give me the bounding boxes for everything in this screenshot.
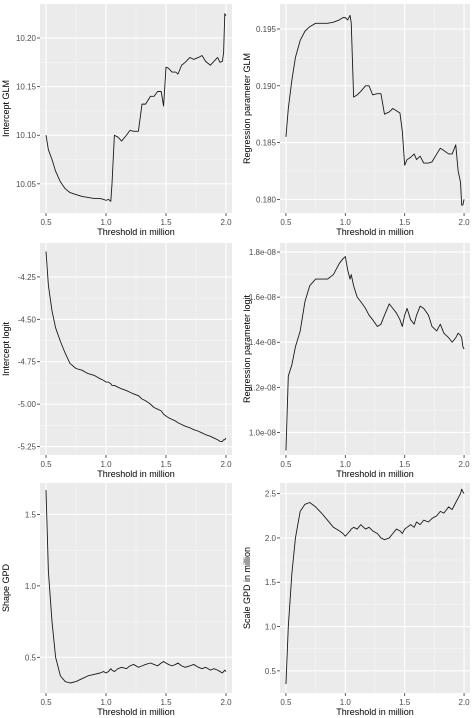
x-tick-label: 2.0 — [459, 698, 471, 707]
x-tick-label: 2.0 — [220, 698, 232, 707]
x-tick-label: 1.0 — [100, 460, 112, 469]
y-tick-label: 10.05 — [16, 180, 37, 189]
x-tick-label: 2.0 — [220, 218, 232, 227]
x-tick-label: 0.5 — [280, 218, 292, 227]
series-line — [285, 488, 465, 685]
x-tick-label: 1.0 — [340, 698, 352, 707]
y-tick-label: 10.20 — [16, 34, 37, 43]
x-tick-label: 2.0 — [459, 460, 471, 469]
y-axis-label: Scale GPD in million — [242, 547, 252, 629]
x-tick-label: 1.5 — [160, 698, 172, 707]
chart-panel-2: 0.5 1.0 1.5 2.0 0.180 0.185 0.190 0.195 Threshol… — [242, 4, 470, 237]
series-line — [45, 490, 227, 684]
y-axis-label: Regression parameter GLM — [242, 53, 252, 164]
y-tick-label: -4.50 — [18, 315, 37, 324]
y-tick-label: -5.25 — [18, 443, 37, 452]
y-axis-label: Shape GPD — [1, 563, 11, 612]
y-tick-label: 1.5 — [265, 578, 277, 587]
y-tick-label: 2.0 — [265, 534, 277, 543]
y-tick-label: 0.5 — [25, 653, 37, 662]
series-line — [285, 14, 465, 206]
y-tick-label: 10.10 — [16, 131, 37, 140]
x-tick-label: 2.0 — [459, 218, 471, 227]
x-tick-label: 1.5 — [160, 460, 172, 469]
y-axis-label: Intercept GLM — [1, 80, 11, 137]
y-tick-label: 1.8e-08 — [249, 248, 277, 257]
chart-panel-6: 0.5 1.0 1.5 2.0 0.5 1.0 1.5 2.0 2.5 Threshold in … — [242, 483, 470, 717]
chart-panel-3: 0.5 1.0 1.5 2.0 -5.25 -5.00 -4.75 -4.50 -4.25 Thr… — [1, 243, 232, 479]
y-tick-label: 1.4e-08 — [249, 338, 277, 347]
x-tick-label: 1.5 — [399, 698, 411, 707]
y-tick-label: 1.2e-08 — [249, 383, 277, 392]
y-tick-label: 0.5 — [265, 667, 277, 676]
series-line — [45, 13, 227, 202]
x-tick-label: 1.5 — [160, 218, 172, 227]
y-tick-label: 1.0 — [265, 623, 277, 632]
y-tick-label: 0.190 — [256, 82, 277, 91]
series-line — [285, 256, 465, 451]
x-tick-label: 0.5 — [40, 218, 52, 227]
y-tick-label: 2.5 — [265, 490, 277, 499]
x-tick-label: 1.5 — [399, 460, 411, 469]
x-axis-label: Threshold in million — [336, 469, 414, 479]
x-axis-label: Threshold in million — [336, 227, 414, 237]
x-tick-label: 2.0 — [220, 460, 232, 469]
y-tick-label: 0.180 — [256, 195, 277, 204]
y-tick-label: -5.00 — [18, 400, 37, 409]
series-line — [45, 251, 227, 442]
y-tick-label: 10.15 — [16, 83, 37, 92]
x-tick-label: 1.5 — [399, 218, 411, 227]
x-tick-label: 1.0 — [100, 218, 112, 227]
x-tick-label: 1.0 — [340, 460, 352, 469]
x-axis-label: Threshold in million — [97, 469, 175, 479]
x-tick-label: 0.5 — [40, 698, 52, 707]
y-tick-label: 1.0 — [25, 582, 37, 591]
x-tick-label: 1.0 — [340, 218, 352, 227]
x-tick-label: 0.5 — [280, 460, 292, 469]
x-axis-label: Threshold in million — [336, 707, 414, 717]
y-tick-label: 1.6e-08 — [249, 293, 277, 302]
y-tick-label: -4.75 — [18, 358, 37, 367]
y-tick-label: 0.185 — [256, 139, 277, 148]
y-axis-label: Regression parameter logit — [242, 294, 252, 403]
y-tick-label: 1.5 — [25, 510, 37, 519]
y-axis-label: Intercept logit — [1, 321, 11, 376]
chart-panel-1: 0.5 1.0 1.5 2.0 10.05 10.10 10.15 10.20 Threshol… — [1, 4, 232, 237]
y-tick-label: 0.195 — [256, 25, 277, 34]
y-tick-label: 1.0e-08 — [249, 428, 277, 437]
x-tick-label: 0.5 — [40, 460, 52, 469]
chart-panel-4: 0.5 1.0 1.5 2.0 1.0e-08 1.2e-08 1.4e-08 1.6e-08… — [242, 243, 470, 479]
x-tick-label: 1.0 — [100, 698, 112, 707]
x-axis-label: Threshold in million — [97, 227, 175, 237]
y-tick-label: -4.25 — [18, 273, 37, 282]
x-axis-label: Threshold in million — [97, 707, 175, 717]
x-tick-label: 0.5 — [280, 698, 292, 707]
